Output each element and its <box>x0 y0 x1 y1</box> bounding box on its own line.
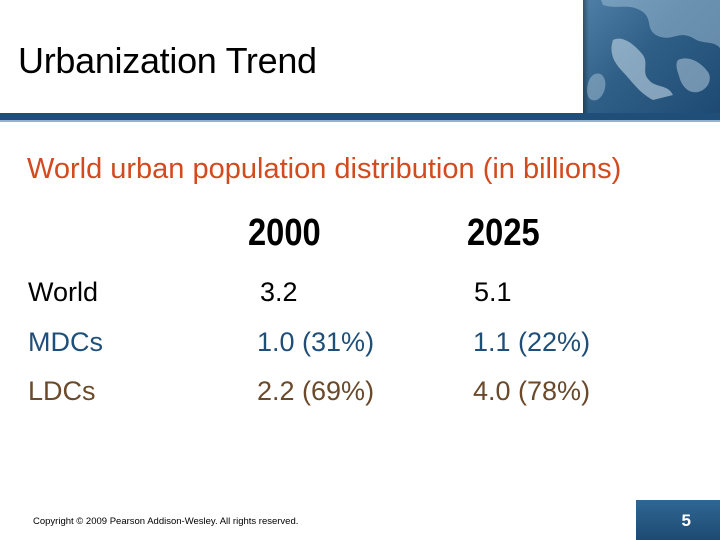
slide-header: Urbanization Trend <box>0 0 720 113</box>
cell-ldcs-2025: 4.0 (78%) <box>473 376 591 406</box>
cell-mdcs-2000: 1.0 (31%) <box>257 327 375 357</box>
cell-world-2025: 5.1 <box>474 277 512 307</box>
map-shadow <box>583 0 589 113</box>
row-label-world: World <box>28 277 99 307</box>
row-label-mdcs: MDCs <box>28 327 103 357</box>
column-header-2000: 2000 <box>248 212 321 254</box>
row-label-ldcs: LDCs <box>28 376 96 406</box>
page-number: 5 <box>681 511 691 530</box>
header-divider <box>0 113 720 120</box>
map-icon <box>583 0 720 113</box>
table-caption: World urban population distribution (in … <box>27 153 622 185</box>
page-number-badge: 5 <box>636 500 720 540</box>
header-divider-light <box>0 120 720 122</box>
slide-title: Urbanization Trend <box>18 40 317 81</box>
cell-world-2000: 3.2 <box>260 277 298 307</box>
column-header-2025: 2025 <box>467 212 540 254</box>
cell-ldcs-2000: 2.2 (69%) <box>257 376 375 406</box>
cell-mdcs-2025: 1.1 (22%) <box>473 327 591 357</box>
copyright-notice: Copyright © 2009 Pearson Addison-Wesley.… <box>33 516 299 527</box>
